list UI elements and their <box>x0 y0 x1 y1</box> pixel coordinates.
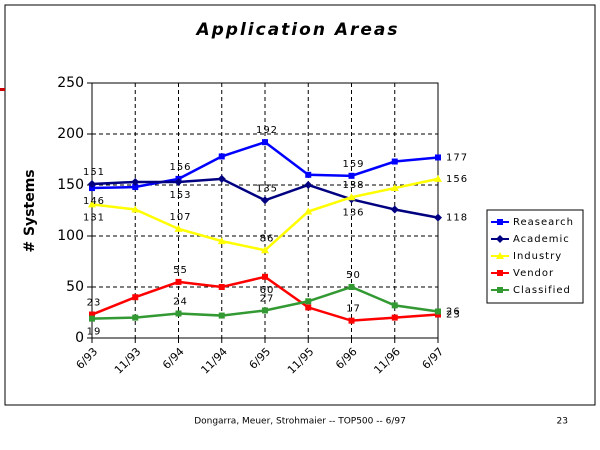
data-label: 153 <box>169 190 191 201</box>
data-point <box>89 311 95 318</box>
y-tick-label: 100 <box>57 228 84 244</box>
data-point <box>348 317 355 324</box>
data-point <box>261 196 269 205</box>
data-point <box>132 314 139 321</box>
data-point <box>435 154 441 161</box>
footer: Dongarra, Meuer, Strohmaier -- TOP500 --… <box>194 417 406 427</box>
data-point <box>435 308 441 315</box>
page-number: 23 <box>557 417 568 427</box>
plot-border <box>91 82 439 339</box>
data-label: 26 <box>446 306 461 317</box>
data-point <box>174 177 183 186</box>
data-label: 192 <box>256 125 278 136</box>
data-label: 17 <box>346 304 361 315</box>
legend-label: Reasearch <box>513 217 574 228</box>
legend-label: Vendor <box>513 268 554 279</box>
data-point <box>217 174 226 183</box>
legend-marker <box>497 270 503 276</box>
data-label: 24 <box>173 297 188 308</box>
data-point <box>305 304 312 311</box>
data-label: 107 <box>169 212 191 223</box>
data-label: 136 <box>342 207 364 218</box>
data-point <box>89 315 95 322</box>
data-label: 55 <box>173 265 188 276</box>
data-point <box>131 177 140 186</box>
data-point <box>434 213 442 222</box>
data-point <box>89 185 95 192</box>
data-point <box>217 237 226 245</box>
data-label: 135 <box>256 183 278 194</box>
data-point <box>131 205 140 213</box>
y-tick-label: 0 <box>75 330 84 346</box>
data-point <box>218 153 225 160</box>
data-point <box>262 139 268 146</box>
slide-mark <box>0 88 5 91</box>
data-point <box>390 184 399 192</box>
legend-label: Industry <box>513 251 562 262</box>
legend-label: Classified <box>513 285 571 296</box>
data-point <box>262 307 268 314</box>
data-label: 156 <box>446 174 468 185</box>
data-point <box>434 174 442 182</box>
data-point <box>305 298 312 305</box>
data-point <box>391 158 398 165</box>
data-point <box>305 171 312 178</box>
data-label: 60 <box>260 285 275 296</box>
data-label: 27 <box>260 293 275 304</box>
data-label: 156 <box>169 162 191 173</box>
data-point <box>390 205 399 214</box>
data-label: 177 <box>446 152 468 163</box>
data-point <box>304 207 313 215</box>
data-point <box>175 278 182 285</box>
legend-label: Academic <box>513 234 570 245</box>
data-point <box>435 311 441 318</box>
data-point <box>88 179 96 188</box>
data-label: 50 <box>346 270 361 281</box>
legend-marker <box>497 287 503 293</box>
y-tick-label: 50 <box>66 279 84 295</box>
y-tick-label: 150 <box>57 177 84 193</box>
data-point <box>347 193 356 201</box>
legend-marker <box>496 235 504 243</box>
data-label: 151 <box>83 167 105 178</box>
data-point <box>132 184 139 191</box>
data-point <box>218 284 225 290</box>
data-label: 146 <box>83 196 105 207</box>
data-point <box>348 172 355 179</box>
data-label: 23 <box>87 298 102 309</box>
y-tick-label: 250 <box>57 75 84 91</box>
chart-title: Application Areas <box>194 20 399 40</box>
data-label: 131 <box>83 212 105 223</box>
data-point <box>262 273 268 280</box>
data-label: 159 <box>342 159 364 170</box>
y-tick-label: 200 <box>57 126 84 142</box>
data-point <box>391 302 398 309</box>
data-point <box>175 310 182 317</box>
legend-marker <box>497 219 503 225</box>
legend-marker <box>496 252 504 259</box>
data-point <box>174 224 183 232</box>
data-label: 86 <box>260 233 275 244</box>
y-axis-label: # Systems <box>22 169 38 252</box>
data-point <box>304 181 313 189</box>
data-label: 138 <box>342 180 364 191</box>
data-point <box>218 312 225 319</box>
data-label: 118 <box>446 213 468 224</box>
data-point <box>261 246 269 254</box>
data-point <box>348 284 355 290</box>
data-label: 23 <box>446 310 461 321</box>
data-point <box>132 294 139 301</box>
data-point <box>391 314 398 321</box>
data-point <box>88 200 96 208</box>
data-label: 19 <box>87 327 102 338</box>
